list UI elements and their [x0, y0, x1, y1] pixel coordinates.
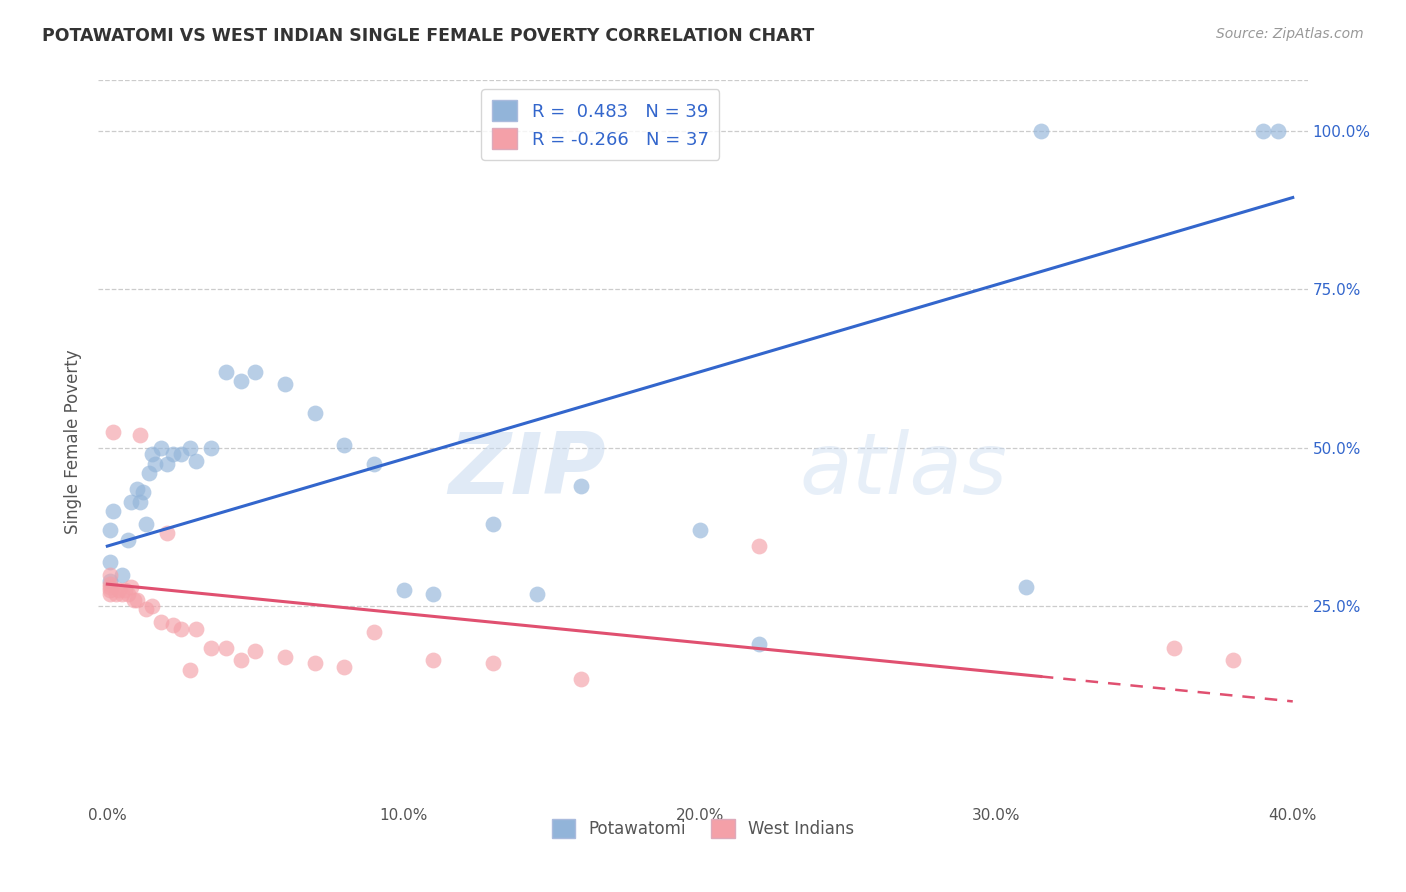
Point: [114, 583, 136, 598]
Text: POTAWATOMI VS WEST INDIAN SINGLE FEMALE POVERTY CORRELATION CHART: POTAWATOMI VS WEST INDIAN SINGLE FEMALE …: [42, 27, 814, 45]
Point: [304, 657, 326, 671]
Point: [125, 593, 148, 607]
Point: [481, 516, 503, 531]
Point: [98, 567, 121, 582]
Point: [98, 583, 121, 598]
Point: [748, 539, 770, 553]
Point: [132, 485, 155, 500]
Point: [155, 457, 177, 471]
Point: [245, 365, 267, 379]
Point: [138, 467, 160, 481]
Point: [526, 587, 548, 601]
Point: [481, 657, 503, 671]
Point: [98, 523, 121, 537]
Point: [200, 640, 222, 655]
Point: [98, 574, 121, 588]
Point: [105, 587, 128, 601]
Point: [98, 587, 121, 601]
Y-axis label: Single Female Poverty: Single Female Poverty: [65, 350, 83, 533]
Point: [98, 580, 121, 594]
Point: [98, 577, 121, 591]
Point: [363, 624, 385, 639]
Point: [179, 663, 201, 677]
Point: [422, 653, 444, 667]
Point: [363, 457, 385, 471]
Point: [135, 602, 157, 616]
Point: [149, 441, 172, 455]
Point: [422, 587, 444, 601]
Point: [689, 523, 711, 537]
Point: [1222, 653, 1244, 667]
Point: [1029, 124, 1052, 138]
Point: [125, 482, 148, 496]
Point: [229, 375, 252, 389]
Point: [170, 622, 193, 636]
Point: [103, 504, 125, 518]
Point: [215, 640, 238, 655]
Point: [748, 637, 770, 651]
Point: [155, 526, 177, 541]
Point: [120, 494, 142, 508]
Point: [333, 438, 356, 452]
Text: Source: ZipAtlas.com: Source: ZipAtlas.com: [1216, 27, 1364, 41]
Point: [143, 457, 166, 471]
Point: [229, 653, 252, 667]
Point: [103, 425, 125, 439]
Point: [129, 428, 152, 442]
Point: [117, 533, 139, 547]
Point: [571, 672, 593, 686]
Point: [1251, 124, 1274, 138]
Point: [129, 494, 152, 508]
Point: [117, 587, 139, 601]
Point: [141, 599, 163, 614]
Point: [392, 583, 415, 598]
Point: [111, 567, 134, 582]
Point: [274, 377, 297, 392]
Point: [98, 555, 121, 569]
Point: [1267, 124, 1289, 138]
Point: [245, 643, 267, 657]
Point: [111, 587, 134, 601]
Point: [170, 447, 193, 461]
Point: [571, 479, 593, 493]
Point: [162, 618, 184, 632]
Point: [1015, 580, 1038, 594]
Point: [200, 441, 222, 455]
Point: [179, 441, 201, 455]
Point: [149, 615, 172, 630]
Point: [186, 453, 208, 467]
Point: [122, 593, 145, 607]
Legend: Potawatomi, West Indians: Potawatomi, West Indians: [546, 813, 860, 845]
Text: ZIP: ZIP: [449, 429, 606, 512]
Point: [215, 365, 238, 379]
Point: [141, 447, 163, 461]
Point: [162, 447, 184, 461]
Text: atlas: atlas: [800, 429, 1008, 512]
Point: [186, 622, 208, 636]
Point: [108, 583, 131, 598]
Point: [135, 516, 157, 531]
Point: [333, 659, 356, 673]
Point: [120, 580, 142, 594]
Point: [304, 406, 326, 420]
Point: [1163, 640, 1185, 655]
Point: [274, 650, 297, 665]
